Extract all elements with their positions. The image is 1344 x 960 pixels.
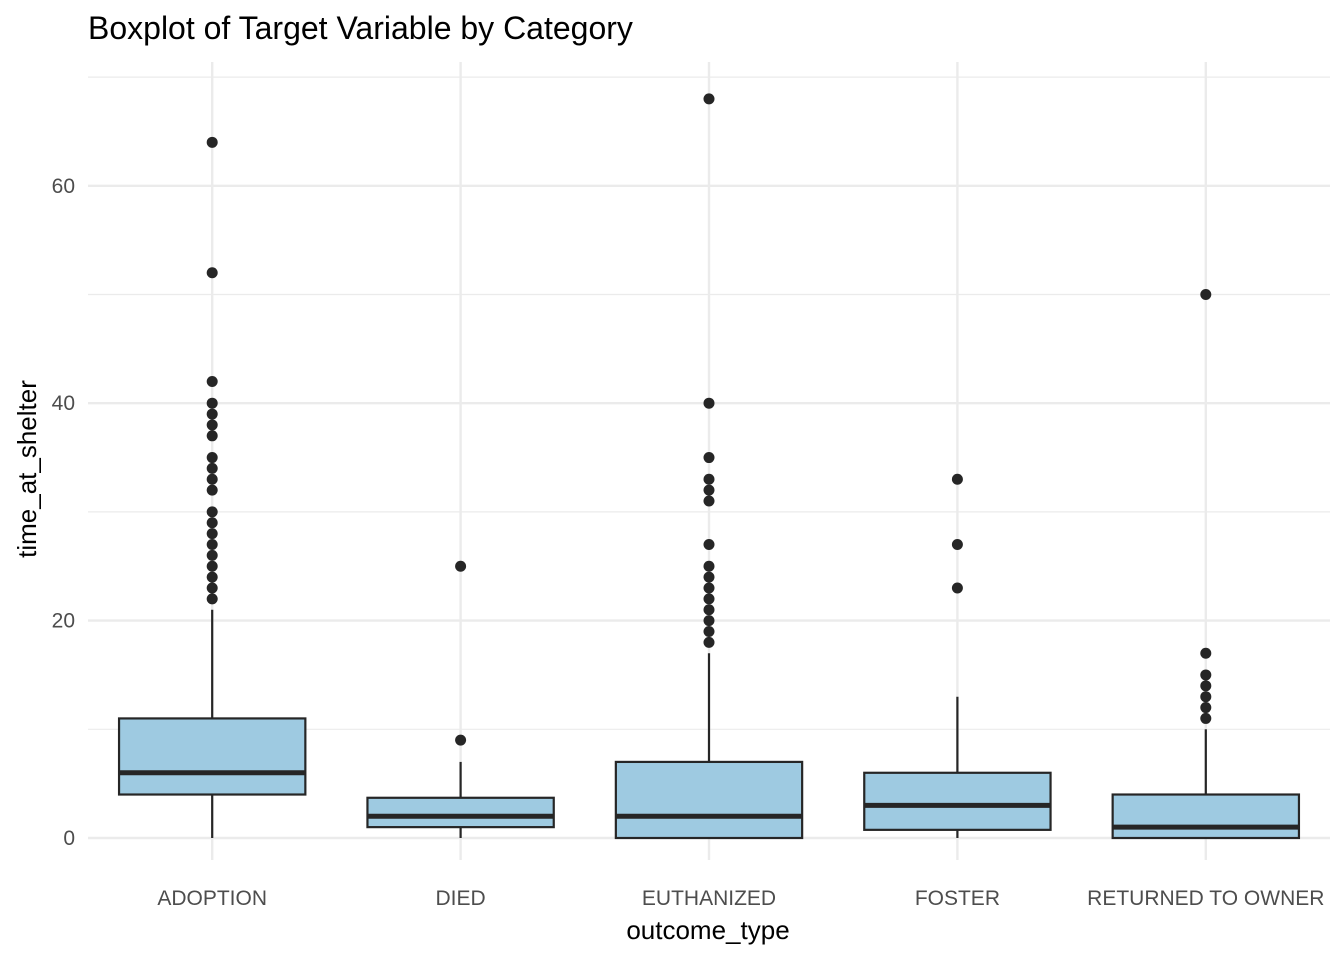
outlier-point <box>1200 647 1212 659</box>
outlier-point <box>703 495 715 507</box>
outlier-point <box>703 560 715 572</box>
outlier-point <box>206 484 218 496</box>
outlier-point <box>1200 702 1212 714</box>
outlier-point <box>206 408 218 420</box>
outlier-point <box>206 473 218 485</box>
outlier-point <box>206 506 218 518</box>
y-tick-label: 40 <box>52 392 75 415</box>
outlier-point <box>703 615 715 627</box>
outlier-point <box>703 539 715 551</box>
x-axis-title: outcome_type <box>626 915 789 945</box>
outlier-point <box>206 267 218 279</box>
box-iqr <box>366 796 555 829</box>
outlier-point <box>206 517 218 529</box>
outlier-point <box>206 397 218 409</box>
outlier-point <box>1200 680 1212 692</box>
outlier-point <box>206 560 218 572</box>
outlier-point <box>206 582 218 594</box>
outlier-point <box>703 582 715 594</box>
outlier-point <box>703 397 715 409</box>
box-died <box>366 761 555 838</box>
outlier-point <box>206 419 218 431</box>
y-tick-label: 20 <box>52 610 75 633</box>
box-iqr <box>117 717 307 796</box>
y-axis-title: time_at_shelter <box>12 380 42 558</box>
box-iqr <box>614 760 804 840</box>
box-iqr <box>1111 793 1301 840</box>
outlier-point <box>1200 669 1212 681</box>
x-tick-label: EUTHANIZED <box>642 887 776 910</box>
outlier-point <box>206 528 218 540</box>
outlier-point <box>951 582 963 594</box>
outlier-point <box>951 539 963 551</box>
box-iqr <box>863 771 1052 831</box>
outlier-point <box>206 136 218 148</box>
x-tick-label: DIED <box>436 887 486 910</box>
box-returned-to-owner <box>1111 729 1301 840</box>
outlier-point <box>206 593 218 605</box>
x-tick-label: ADOPTION <box>157 887 267 910</box>
outlier-points <box>206 93 1212 746</box>
outlier-point <box>206 549 218 561</box>
outlier-point <box>703 473 715 485</box>
outlier-point <box>455 560 467 572</box>
outlier-point <box>206 571 218 583</box>
x-tick-label: FOSTER <box>915 887 1000 910</box>
boxes <box>117 609 1301 840</box>
outlier-point <box>1200 289 1212 300</box>
outlier-point <box>206 462 218 474</box>
outlier-point <box>206 539 218 551</box>
outlier-point <box>703 452 715 464</box>
chart-title: Boxplot of Target Variable by Category <box>88 10 633 46</box>
outlier-point <box>703 636 715 648</box>
outlier-point <box>206 430 218 442</box>
tick-labels: 0 20 40 60 ADOPTION DIED EUTHANIZED FOSTER RETUR… <box>52 175 1325 910</box>
outlier-point <box>1200 691 1212 703</box>
outlier-point <box>1200 712 1212 724</box>
outlier-point <box>703 93 715 105</box>
outlier-point <box>951 473 963 485</box>
outlier-point <box>206 452 218 464</box>
outlier-point <box>206 375 218 387</box>
y-tick-label: 60 <box>52 175 75 198</box>
x-tick-label: RETURNED TO OWNER <box>1087 887 1324 910</box>
outlier-point <box>703 604 715 616</box>
outlier-point <box>455 734 467 746</box>
outlier-point <box>703 625 715 637</box>
box-foster <box>863 696 1052 838</box>
outlier-point <box>703 484 715 496</box>
outlier-point <box>703 571 715 583</box>
box-euthanized <box>614 653 804 840</box>
y-tick-label: 0 <box>63 827 75 850</box>
outlier-point <box>703 593 715 605</box>
box-adoption <box>117 609 307 838</box>
